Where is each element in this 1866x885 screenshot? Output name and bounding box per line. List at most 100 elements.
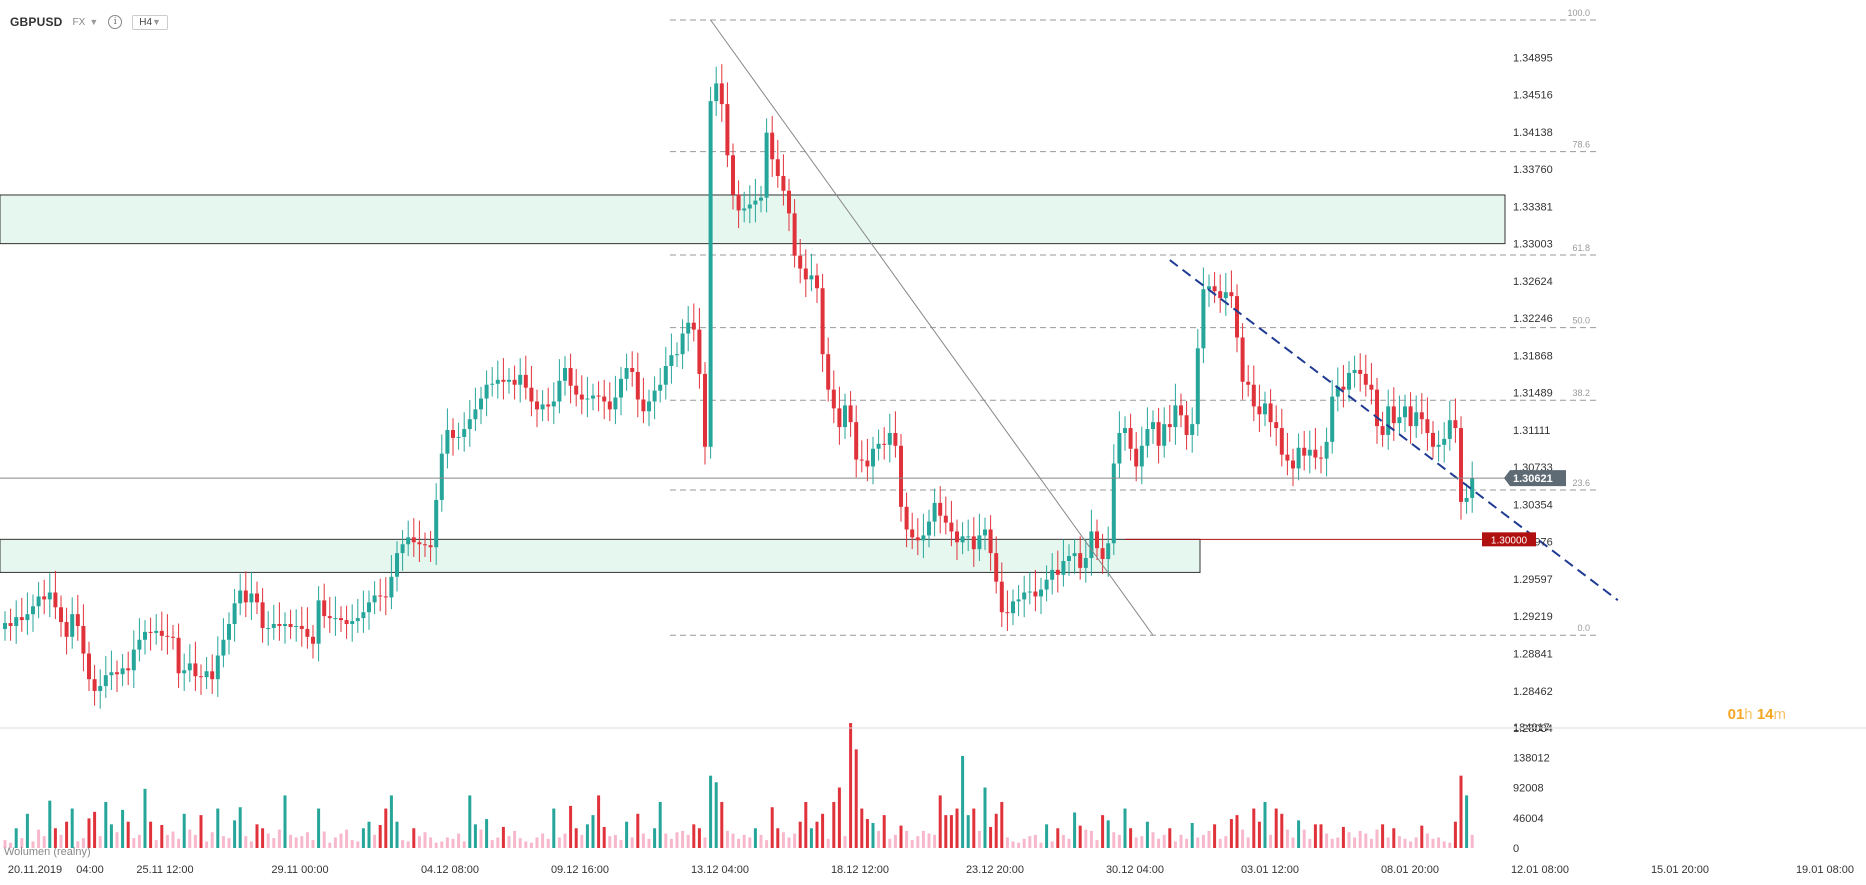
volume-bar	[227, 838, 231, 848]
candle-body	[675, 354, 679, 356]
candle-body	[725, 104, 730, 156]
volume-bar	[865, 819, 869, 848]
candle-body	[266, 627, 271, 629]
volume-bar	[277, 829, 281, 848]
candle-body	[1151, 422, 1155, 430]
volume-bar	[1067, 838, 1071, 848]
volume-bar	[619, 840, 623, 848]
volume-bar	[1308, 838, 1312, 848]
timeframe-select[interactable]: H4 ▼	[132, 14, 168, 30]
fib-level-label: 50.0	[1572, 316, 1590, 326]
symbol-label[interactable]: GBPUSD	[10, 15, 63, 29]
volume-bar	[580, 834, 584, 848]
candle-body	[1431, 432, 1435, 447]
volume-bar	[781, 832, 785, 848]
time-tick-label: 30.12 04:00	[1106, 864, 1164, 876]
candle-body	[770, 132, 775, 160]
candle-body	[131, 649, 136, 671]
candle-body	[809, 275, 814, 280]
candle-body	[1240, 337, 1245, 382]
volume-bar	[367, 821, 371, 848]
candle-body	[3, 623, 7, 629]
volume-bar	[1319, 824, 1323, 848]
volume-bar	[479, 829, 483, 848]
candle-body	[983, 529, 987, 536]
volume-bar	[1269, 834, 1273, 848]
volume-bar	[703, 837, 707, 848]
volume-bar	[1330, 838, 1334, 848]
volume-bar	[490, 840, 494, 848]
volume-bar	[1470, 834, 1474, 848]
price-tick-label: 1.33381	[1513, 201, 1553, 213]
candle-body	[53, 592, 58, 608]
volume-bar	[529, 842, 533, 848]
candle-body	[1391, 406, 1396, 424]
volume-bar	[501, 826, 505, 848]
candle-body	[1397, 417, 1402, 424]
fibonacci-retracement[interactable]: 100.0 78.6 61.8 50.0 38.2 23.6 0.0	[670, 8, 1600, 636]
volume-bar	[1459, 775, 1463, 848]
candle-body	[1106, 543, 1111, 560]
candle-body	[1419, 412, 1424, 420]
volume-bar	[37, 829, 41, 848]
time-tick-label: 03.01 12:00	[1241, 864, 1299, 876]
candle-body	[143, 631, 147, 640]
volume-bar	[373, 834, 377, 848]
volume-bar	[1465, 795, 1469, 848]
volume-bar	[423, 832, 427, 848]
price-tick-label: 1.31868	[1513, 350, 1553, 362]
candle-body	[484, 384, 489, 399]
candle-body	[887, 432, 892, 445]
volume-tick-label: 138012	[1513, 752, 1550, 764]
volume-bar	[1106, 820, 1110, 848]
drawn-lines[interactable]	[0, 19, 1619, 636]
volume-bar	[31, 841, 35, 848]
volume-bar	[1336, 837, 1340, 848]
volume-bar	[283, 795, 287, 848]
candle-body	[1195, 348, 1200, 425]
candle-body	[658, 384, 663, 391]
info-icon[interactable]: i	[108, 15, 123, 29]
volume-bar	[1313, 824, 1317, 848]
volume-bar	[574, 828, 578, 848]
candle-body	[971, 536, 976, 550]
volume-bar	[675, 832, 679, 848]
volume-bar	[266, 833, 270, 848]
volume-bar	[1078, 825, 1082, 848]
candle-body	[232, 603, 237, 625]
volume-bar	[1347, 832, 1351, 848]
candle-body	[1335, 386, 1340, 397]
volume-bar	[949, 815, 953, 848]
candle-body	[59, 607, 63, 623]
volume-bar	[602, 826, 606, 848]
chevron-down-icon[interactable]: ▼	[89, 17, 99, 27]
time-tick-label: 25.11 12:00	[136, 864, 193, 876]
price-tick-label: 1.32246	[1513, 313, 1553, 325]
volume-bar	[143, 788, 147, 848]
volume-bar	[921, 830, 925, 848]
candle-body	[837, 408, 842, 428]
volume-bar	[837, 787, 841, 848]
candle-body	[753, 200, 758, 205]
candle-body	[949, 522, 954, 532]
candle-body	[350, 621, 355, 625]
volume-bar	[1140, 836, 1144, 848]
volume-bar	[1095, 840, 1099, 848]
volume-bar	[1011, 841, 1015, 848]
price-tick-label: 1.34138	[1513, 127, 1553, 139]
volume-legend[interactable]: Wolumen (realny)	[4, 846, 91, 858]
volume-bar	[434, 842, 438, 848]
candle-body	[865, 460, 870, 467]
volume-bar	[1000, 801, 1004, 848]
candle-body	[221, 639, 226, 656]
candle-body	[1425, 419, 1430, 433]
volume-bar	[557, 837, 561, 848]
candle-body	[596, 395, 601, 397]
volume-bar	[1224, 836, 1228, 848]
candle-body	[462, 429, 467, 437]
volume-bar	[1123, 808, 1127, 848]
candle-body	[75, 614, 80, 626]
price-tick-label: 1.31489	[1513, 388, 1553, 400]
volume-bar	[1409, 841, 1413, 848]
